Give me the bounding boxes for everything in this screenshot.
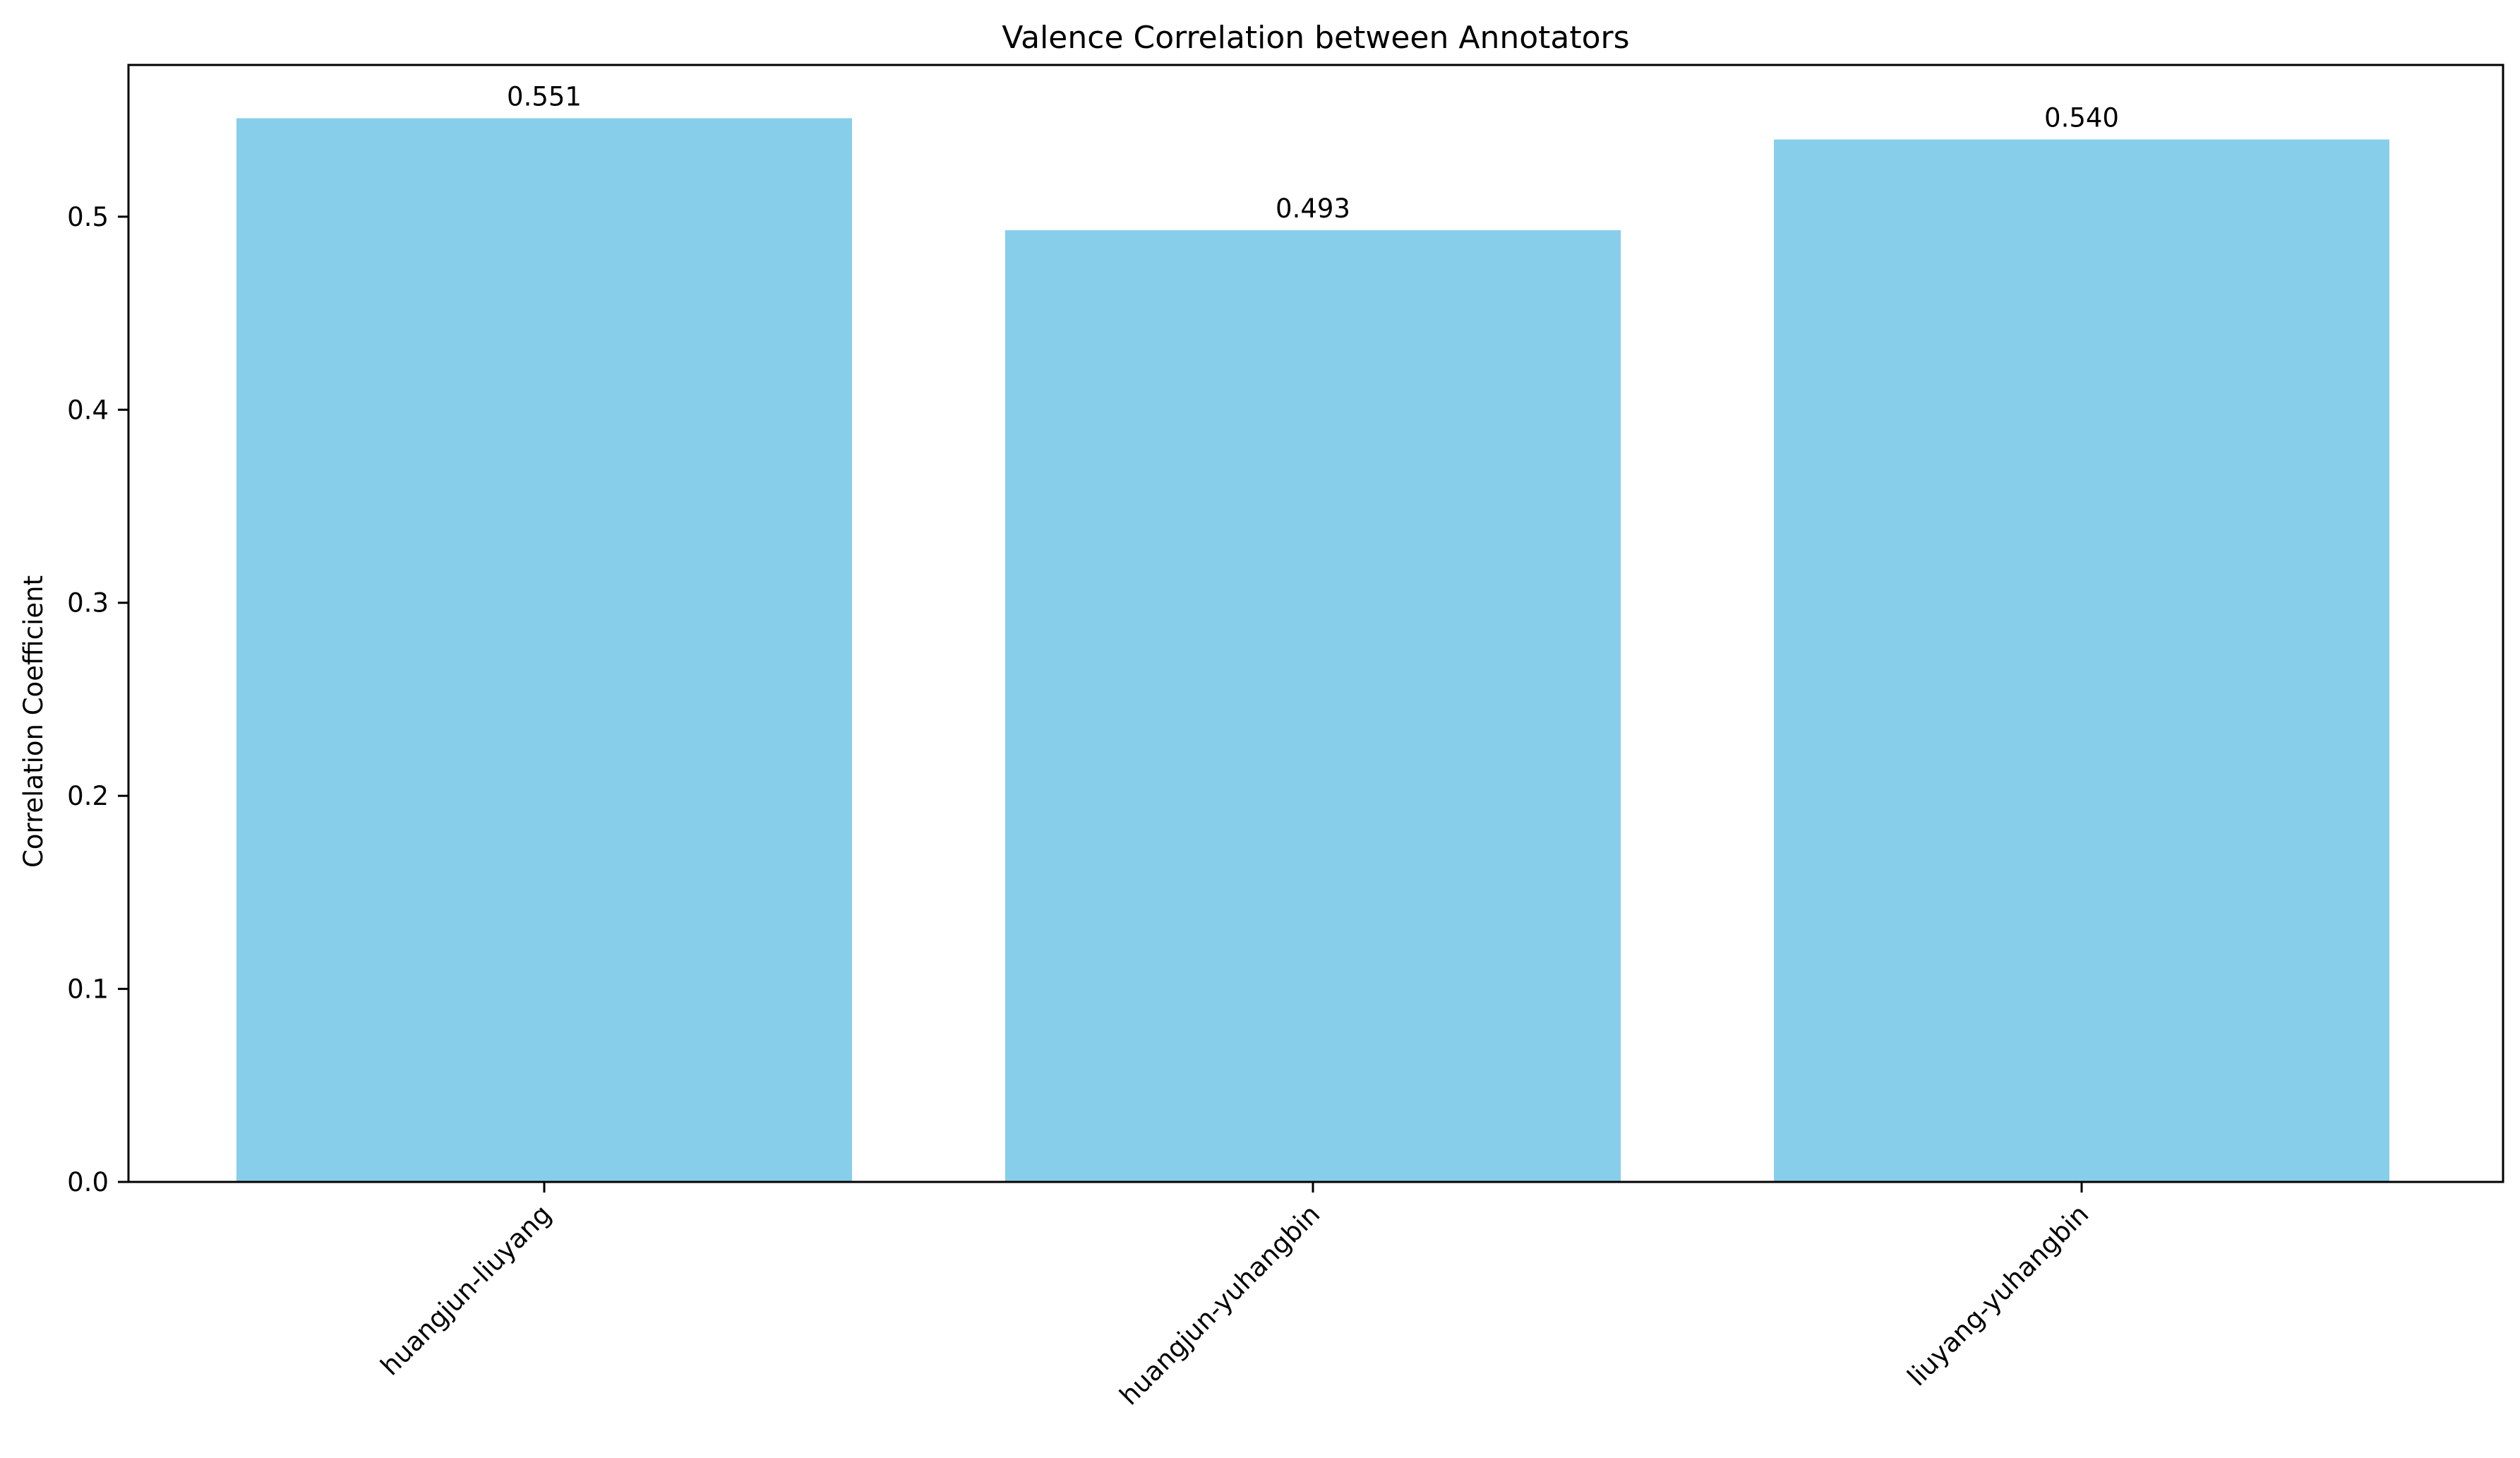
bars-group — [236, 118, 2389, 1183]
bar — [1005, 230, 1621, 1182]
data-labels-group: 0.551 0.493 0.540 — [507, 81, 2119, 224]
y-axis-ticks: 0.0 0.1 0.2 0.3 0.4 0.5 — [67, 202, 128, 1197]
y-tick-label: 0.4 — [67, 395, 109, 425]
plot-area-frame — [127, 64, 2504, 1183]
bar-value-label: 0.493 — [1276, 193, 1350, 224]
y-tick-label: 0.1 — [67, 974, 109, 1005]
bar-value-label: 0.551 — [507, 81, 582, 112]
y-tick-label: 0.5 — [67, 202, 109, 232]
bar — [1774, 139, 2389, 1183]
y-tick-label: 0.3 — [67, 588, 109, 619]
y-tick-label: 0.2 — [67, 781, 109, 811]
y-tick-label: 0.0 — [67, 1167, 109, 1197]
bar-value-label: 0.540 — [2044, 103, 2119, 133]
y-axis-label: Correlation Coefficient — [18, 575, 49, 868]
chart-title: Valence Correlation between Annotators — [1002, 20, 1629, 56]
bar — [236, 118, 852, 1183]
